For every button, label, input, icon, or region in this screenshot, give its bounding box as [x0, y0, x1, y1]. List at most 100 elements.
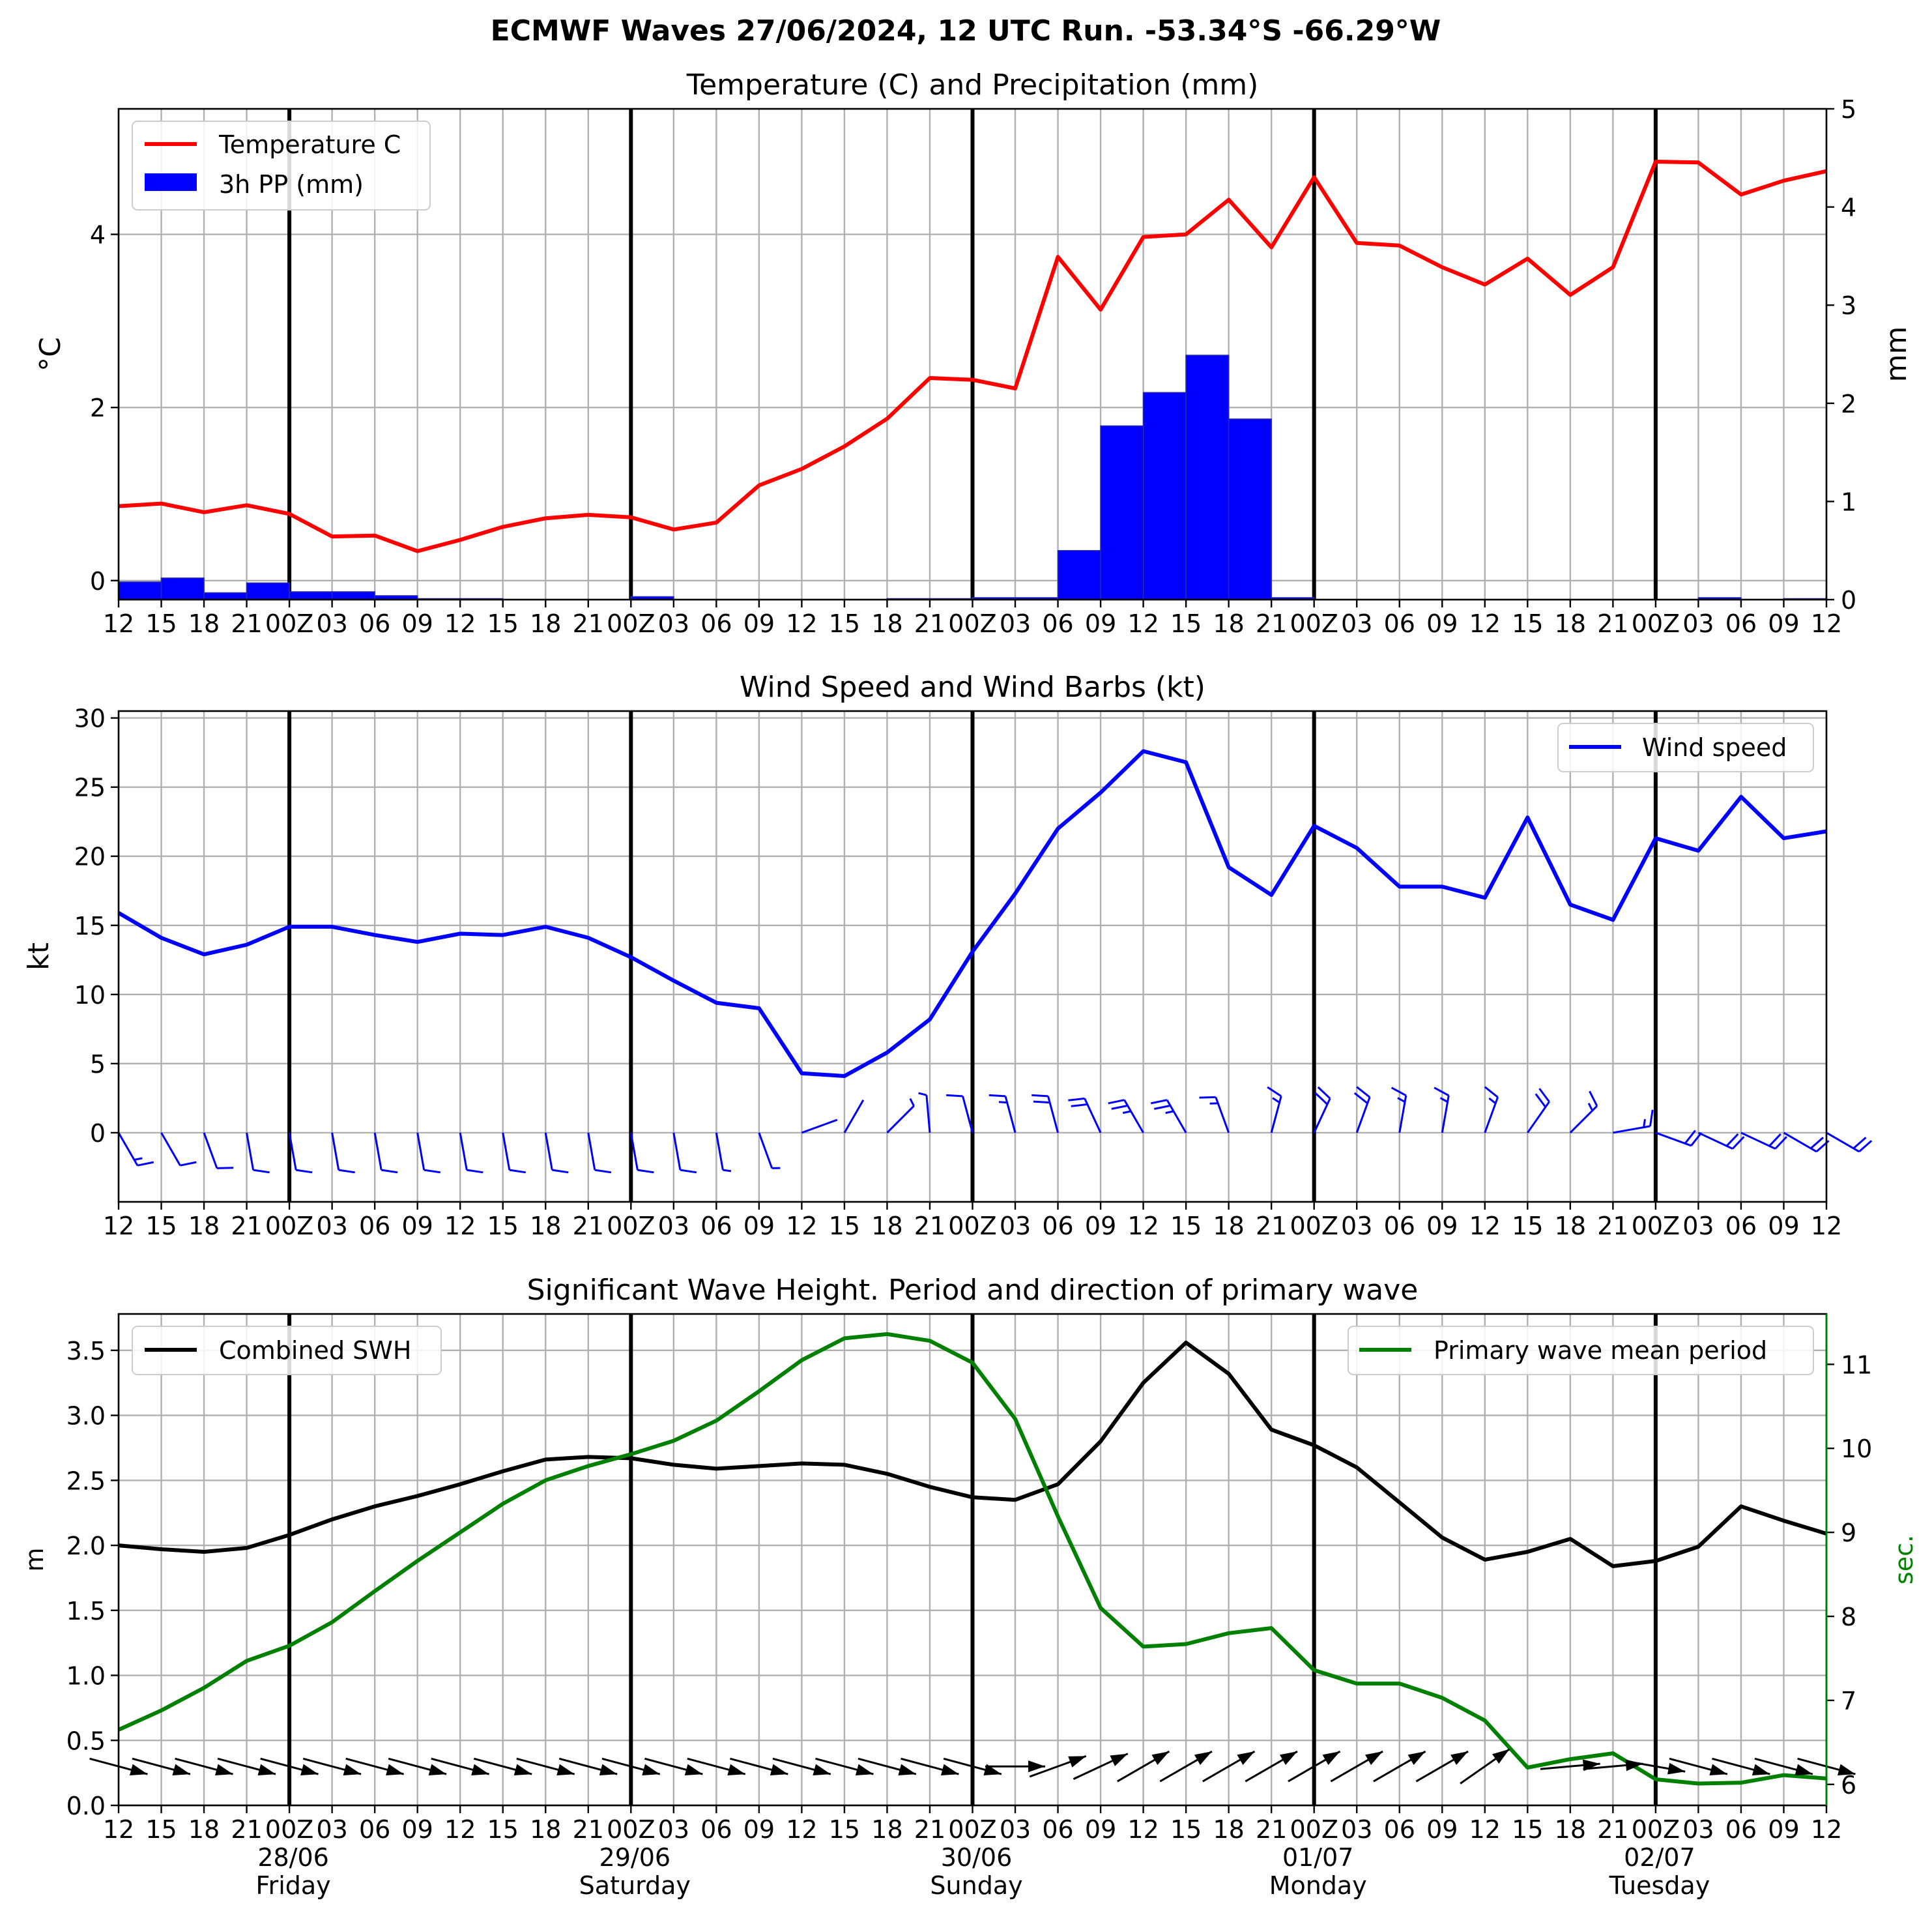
x-tick-label: 06	[359, 609, 390, 638]
x-tick-label: 21	[1256, 609, 1287, 638]
panel-1: Temperature (C) and Precipitation (mm)02…	[34, 68, 1913, 638]
x-tick-label: 09	[1426, 609, 1458, 638]
x-tick-label: 09	[743, 609, 775, 638]
arrow-head	[1323, 1751, 1340, 1765]
precip-bar	[204, 592, 247, 600]
barb-half-feather	[1166, 1111, 1174, 1113]
x-tick-label: 21	[231, 1815, 262, 1844]
wind-barb	[545, 1133, 568, 1173]
barb-staff	[588, 1133, 595, 1170]
precip-bar	[1101, 426, 1144, 600]
barb-feather	[595, 1170, 611, 1173]
x-tick-label: 18	[1555, 609, 1586, 638]
x-tick-label: 15	[1512, 609, 1543, 638]
barb-feather	[946, 1095, 962, 1096]
x-tick-label: 09	[401, 1815, 433, 1844]
x-tick-label: 18	[188, 1212, 220, 1240]
x-tick-label: 12	[1811, 1815, 1842, 1844]
x-tick-label: 18	[530, 1212, 561, 1240]
x-tick-label: 15	[1170, 609, 1202, 638]
legend-right: Primary wave mean period	[1348, 1326, 1813, 1375]
precip-bar	[1144, 392, 1187, 600]
day-date-label: 30/06	[941, 1843, 1013, 1872]
day-date-label: 01/07	[1282, 1843, 1354, 1872]
barb-staff	[716, 1133, 723, 1170]
x-tick-label: 18	[1555, 1212, 1586, 1240]
x-tick-label: 09	[1085, 1212, 1116, 1240]
wind-barb	[674, 1133, 697, 1173]
arrow-head	[215, 1764, 233, 1775]
arrow-head	[1408, 1751, 1426, 1765]
panels: Temperature (C) and Precipitation (mm)02…	[20, 68, 1918, 1900]
x-tick-label: 12	[1127, 609, 1159, 638]
x-tick-label: 15	[487, 1212, 519, 1240]
x-tick-label: 09	[1085, 1815, 1116, 1844]
x-tick-label: 03	[1682, 1815, 1714, 1844]
x-tick-label: 09	[743, 1212, 775, 1240]
x-tick-label: 06	[1384, 609, 1415, 638]
x-tick-label: 09	[401, 609, 433, 638]
arrow-head	[1667, 1763, 1685, 1775]
arrow-head	[599, 1764, 617, 1775]
x-tick-label: 15	[1512, 1212, 1543, 1240]
x-tick-label: 15	[145, 1212, 177, 1240]
barb-staff	[674, 1133, 680, 1170]
arrow-head	[1450, 1751, 1468, 1765]
x-tick-label: 06	[1725, 1815, 1757, 1844]
legend-label-swh: Combined SWH	[219, 1336, 411, 1365]
wind-barb	[1151, 1100, 1186, 1133]
wind-barb	[919, 1093, 930, 1133]
x-tick-label: 18	[871, 1212, 902, 1240]
x-tick-label: 06	[1042, 609, 1073, 638]
barb-staff	[460, 1133, 467, 1170]
barb-feather	[467, 1170, 483, 1173]
barb-staff	[418, 1133, 424, 1170]
barb-staff	[162, 1133, 180, 1165]
barb-staff	[204, 1133, 217, 1168]
legend-swatch-precip	[145, 173, 197, 191]
y-tick-label: 1.5	[66, 1597, 106, 1625]
day-name-label: Friday	[256, 1871, 331, 1900]
y2-tick-label: 2	[1841, 390, 1856, 418]
x-tick-label: 21	[914, 1212, 945, 1240]
x-tick-label: 12	[786, 609, 817, 638]
y-tick-label: 2.5	[66, 1466, 106, 1495]
x-tick-label: 00Z	[948, 1212, 996, 1240]
x-tick-label: 18	[530, 609, 561, 638]
panel-title: Wind Speed and Wind Barbs (kt)	[740, 671, 1205, 704]
x-tick-label: 00Z	[607, 609, 655, 638]
x-tick-label: 06	[1042, 1212, 1073, 1240]
barb-feather	[989, 1095, 1005, 1096]
wind-barb	[989, 1095, 1015, 1133]
day-name-label: Tuesday	[1609, 1871, 1710, 1900]
x-tick-label: 06	[359, 1815, 390, 1844]
y-axis-label: m	[20, 1547, 49, 1571]
y-tick-label: 0.0	[66, 1792, 106, 1820]
precip-bar	[247, 583, 290, 600]
barb-half-feather	[134, 1158, 142, 1160]
barb-feather	[1267, 1087, 1281, 1096]
barb-feather	[1485, 1087, 1498, 1098]
x-tick-label: 21	[573, 609, 604, 638]
x-tick-label: 15	[1512, 1815, 1543, 1844]
x-tick-label: 00Z	[1632, 609, 1680, 638]
x-tick-label: 18	[530, 1815, 561, 1844]
barb-feather	[381, 1170, 397, 1173]
x-tick-label: 03	[1341, 1212, 1372, 1240]
wind-barb	[247, 1133, 270, 1173]
x-tick-label: 06	[1384, 1815, 1415, 1844]
barb-feather	[1590, 1091, 1597, 1106]
arrow-head	[1795, 1764, 1812, 1775]
arrow-head	[1028, 1760, 1045, 1772]
wind-barb	[1485, 1087, 1498, 1133]
x-tick-label: 12	[1127, 1815, 1159, 1844]
x-tick-label: 03	[658, 1212, 689, 1240]
x-tick-label: 00Z	[1290, 1212, 1338, 1240]
x-tick-label: 18	[871, 1815, 902, 1844]
y-tick-label: 4	[90, 221, 106, 250]
y2-axis-label: sec.	[1890, 1535, 1918, 1584]
x-tick-label: 09	[1768, 1815, 1799, 1844]
barb-feather	[680, 1170, 697, 1173]
x-tick-label: 15	[487, 609, 519, 638]
x-tick-label: 18	[188, 1815, 220, 1844]
